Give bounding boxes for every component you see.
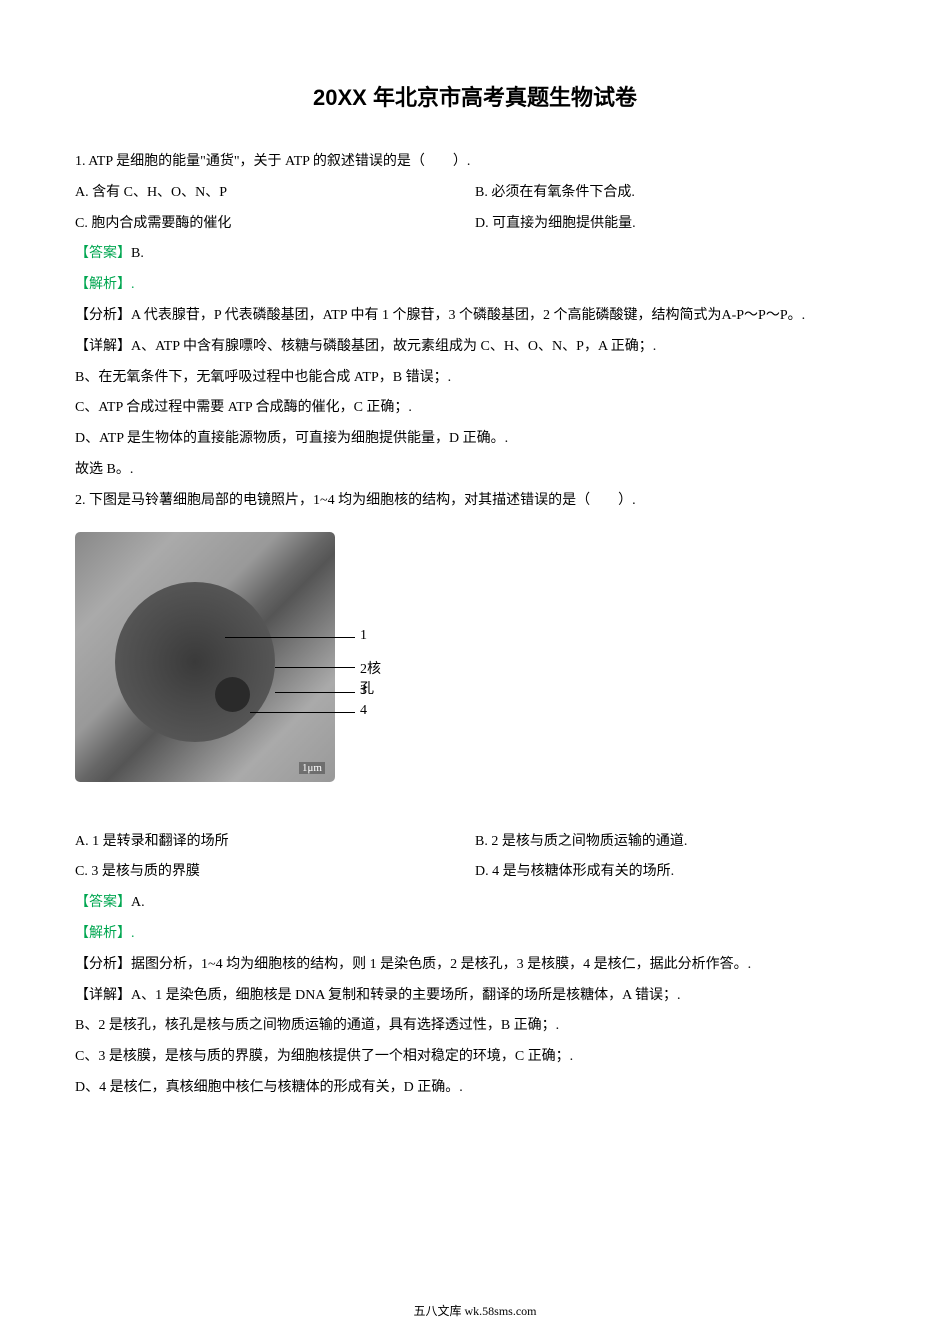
- nucleus-region: [115, 582, 275, 742]
- q2-detail-a: 【详解】A、1 是染色质，细胞核是 DNA 复制和转录的主要场所，翻译的场所是核…: [75, 981, 875, 1012]
- q1-option-c: C. 胞内合成需要酶的催化: [75, 209, 475, 240]
- label-line-4: [250, 712, 355, 713]
- q2-text: 2. 下图是马铃薯细胞局部的电镜照片，1~4 均为细胞核的结构，对其描述错误的是…: [75, 486, 875, 517]
- q1-options-row1: A. 含有 C、H、O、N、P B. 必须在有氧条件下合成.: [75, 178, 875, 209]
- scale-bar: 1μm: [299, 762, 325, 774]
- q2-option-b: B. 2 是核与质之间物质运输的通道.: [475, 827, 875, 858]
- q2-detail-d: D、4 是核仁，真核细胞中核仁与核糖体的形成有关，D 正确。.: [75, 1073, 875, 1104]
- q2-detail-b: B、2 是核孔，核孔是核与质之间物质运输的通道，具有选择透过性，B 正确；.: [75, 1011, 875, 1042]
- exam-title: 20XX 年北京市高考真题生物试卷: [75, 80, 875, 112]
- q2-options-row1: A. 1 是转录和翻译的场所 B. 2 是核与质之间物质运输的通道.: [75, 827, 875, 858]
- q2-analysis-label: 【解析】.: [75, 919, 875, 950]
- q1-text: 1. ATP 是细胞的能量"通货"，关于 ATP 的叙述错误的是（ ）.: [75, 147, 875, 178]
- q2-detail-c: C、3 是核膜，是核与质的界膜，为细胞核提供了一个相对稳定的环境，C 正确；.: [75, 1042, 875, 1073]
- q1-answer-label: 【答案】: [75, 246, 131, 261]
- q1-analysis-label: 【解析】.: [75, 270, 875, 301]
- cell-micrograph: 1μm: [75, 532, 335, 782]
- q2-option-d: D. 4 是与核糖体形成有关的场所.: [475, 857, 875, 888]
- page-footer: 五八文库 wk.58sms.com: [0, 1302, 950, 1319]
- q1-detail-b: B、在无氧条件下，无氧呼吸过程中也能合成 ATP，B 错误；.: [75, 363, 875, 394]
- q1-answer-line: 【答案】B.: [75, 239, 875, 270]
- q2-answer-label: 【答案】: [75, 895, 131, 910]
- label-4: 4: [360, 703, 367, 719]
- q2-option-a: A. 1 是转录和翻译的场所: [75, 827, 475, 858]
- label-1: 1: [360, 628, 367, 644]
- q1-answer-value: B.: [131, 246, 144, 261]
- q1-conclusion: 故选 B。.: [75, 455, 875, 486]
- q1-option-a: A. 含有 C、H、O、N、P: [75, 178, 475, 209]
- label-3: 3: [360, 683, 367, 699]
- q1-detail-c: C、ATP 合成过程中需要 ATP 合成酶的催化，C 正确；.: [75, 393, 875, 424]
- nucleolus-region: [215, 677, 250, 712]
- q2-answer-value: A.: [131, 895, 145, 910]
- q1-detail-d: D、ATP 是生物体的直接能源物质，可直接为细胞提供能量，D 正确。.: [75, 424, 875, 455]
- q2-analysis-text: 【分析】据图分析，1~4 均为细胞核的结构，则 1 是染色质，2 是核孔，3 是…: [75, 950, 875, 981]
- q2-figure: 1μm 1 2核孔 3 4: [75, 532, 385, 812]
- label-line-1: [225, 637, 355, 638]
- q1-option-d: D. 可直接为细胞提供能量.: [475, 209, 875, 240]
- q1-options-row2: C. 胞内合成需要酶的催化 D. 可直接为细胞提供能量.: [75, 209, 875, 240]
- q2-options-row2: C. 3 是核与质的界膜 D. 4 是与核糖体形成有关的场所.: [75, 857, 875, 888]
- label-line-3: [275, 692, 355, 693]
- q2-answer-line: 【答案】A.: [75, 888, 875, 919]
- q2-option-c: C. 3 是核与质的界膜: [75, 857, 475, 888]
- q1-analysis-text: 【分析】A 代表腺苷，P 代表磷酸基团，ATP 中有 1 个腺苷，3 个磷酸基团…: [75, 301, 875, 332]
- label-line-2: [275, 667, 355, 668]
- q1-detail-a: 【详解】A、ATP 中含有腺嘌呤、核糖与磷酸基团，故元素组成为 C、H、O、N、…: [75, 332, 875, 363]
- q1-option-b: B. 必须在有氧条件下合成.: [475, 178, 875, 209]
